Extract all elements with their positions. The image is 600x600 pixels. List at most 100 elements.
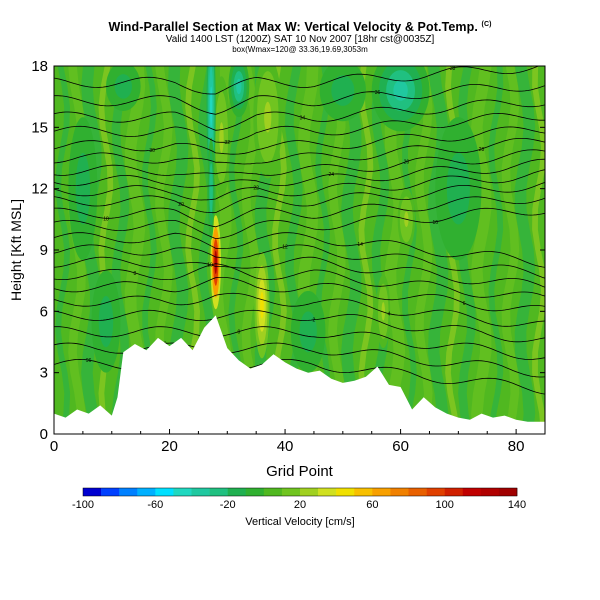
colorbar-segment [191, 488, 210, 496]
x-tick-label: 80 [508, 438, 525, 455]
colorbar-tick-label: -20 [220, 499, 236, 511]
theta-contour-line [54, 232, 545, 268]
downdraft-core [303, 321, 313, 342]
downdraft-core [210, 175, 212, 202]
colorbar-frame [82, 487, 518, 497]
colorbar-segment [227, 488, 247, 496]
theta-contour-line [54, 207, 545, 240]
colorbar-segment [498, 488, 518, 496]
y-tick-label: 0 [40, 426, 48, 443]
downdraft-core [209, 86, 213, 128]
field-streak [341, 66, 362, 434]
downdraft-core [79, 170, 87, 207]
downdraft-core [337, 82, 349, 99]
field-streak [241, 66, 260, 434]
theta-contour-label: 28 [479, 147, 485, 153]
downdraft-core [102, 308, 110, 335]
colorbar-tick-label: 140 [508, 499, 526, 511]
theta-contour-line [54, 182, 545, 214]
theta-contour-label: 20 [178, 202, 184, 208]
theta-contour-label: 8 [133, 271, 136, 277]
field-streak [501, 66, 520, 434]
y-tick-label: 18 [31, 58, 48, 75]
theta-contour-line [54, 66, 540, 95]
colorbar-tick-label: 100 [435, 499, 453, 511]
colorbar-segment [300, 488, 319, 496]
theta-contour-label: 0 [237, 330, 240, 336]
theta-contour-label: 96 [86, 358, 92, 364]
theta-contour-line [54, 263, 545, 298]
y-tick-label: 15 [31, 119, 48, 136]
colorbar-tick-label: 20 [294, 499, 306, 511]
theta-contour-line [54, 84, 545, 115]
colorbar-segment [390, 488, 409, 496]
theta-contour-label: 30 [149, 148, 155, 154]
theta-contour-line [54, 158, 545, 188]
colorbar-segment [155, 488, 174, 496]
theta-contour-line [54, 244, 545, 279]
theta-contour-line [54, 138, 545, 165]
terrain [54, 315, 545, 434]
theta-contour-line [54, 196, 545, 228]
theta-contour-line [54, 326, 545, 360]
theta-contour-label: 4 [388, 312, 391, 318]
chart-title-block: Wind-Parallel Section at Max W: Vertical… [0, 18, 600, 55]
updraft-core [219, 122, 224, 153]
downdraft-core [236, 78, 242, 95]
colorbar-segment [245, 488, 265, 496]
colorbar-segment [462, 488, 482, 496]
field-streak [228, 66, 244, 434]
downdraft-core [452, 170, 465, 207]
theta-contour-label: 12 [282, 245, 288, 251]
downdraft-core [118, 80, 128, 93]
theta-contour-label: 38 [450, 66, 456, 72]
field-streak [55, 66, 71, 434]
x-axis-label: Grid Point [266, 463, 334, 480]
theta-contour-line [54, 99, 545, 131]
chart-subtitle-box: box(Wmax=120@ 33.36,19.69,3053m [232, 45, 368, 55]
field-streak [315, 66, 330, 434]
chart-subtitle: Valid 1400 LST (1200Z) SAT 10 Nov 2007 [… [165, 34, 435, 46]
updraft-core [264, 101, 272, 133]
field-streak [81, 66, 102, 434]
y-axis-label: Height [Kft MSL] [8, 199, 24, 301]
field-streak [124, 66, 146, 434]
theta-contour-label: 10 [207, 263, 213, 269]
colorbar-segment [209, 488, 228, 496]
colorbar-segment [119, 488, 138, 496]
colorbar-tick-label: -60 [147, 499, 163, 511]
colorbar-segment [318, 488, 337, 496]
x-tick-label: 60 [392, 438, 409, 455]
colorbar-segment [408, 488, 427, 496]
x-tick-label: 0 [50, 438, 58, 455]
theta-contour-label: 2 [313, 318, 316, 324]
updraft-core [214, 250, 218, 275]
colorbar-segment [101, 488, 120, 496]
theta-contour-line [54, 169, 545, 201]
theta-contour-label: 14 [357, 242, 363, 248]
colorbar-segment [426, 488, 445, 496]
y-tick-label: 3 [40, 365, 48, 382]
chart-title: Wind-Parallel Section at Max W: Vertical… [108, 20, 492, 35]
colorbar-segment [480, 488, 500, 496]
theta-contour-line [54, 256, 545, 288]
colorbar-tick-label: 60 [366, 499, 378, 511]
theta-contour-line [54, 277, 545, 312]
theta-contour-label: 36 [375, 90, 381, 96]
theta-contour-label: 34 [300, 115, 306, 121]
colorbar-segment [83, 488, 102, 496]
theta-contour-label: 16 [432, 220, 438, 226]
x-tick-label: 20 [161, 438, 178, 455]
colorbar-label: Vertical Velocity [cm/s] [245, 516, 355, 528]
field-streak [168, 66, 189, 434]
field-streak [488, 66, 504, 434]
colorbar-segment [137, 488, 156, 496]
field-streak [358, 66, 374, 434]
theta-contour-label: 26 [404, 160, 410, 166]
field-streak [111, 66, 130, 434]
y-tick-label: 9 [40, 242, 48, 259]
colorbar-segment [444, 488, 464, 496]
colorbar-segment [372, 488, 391, 496]
colorbar-segment [263, 488, 283, 496]
